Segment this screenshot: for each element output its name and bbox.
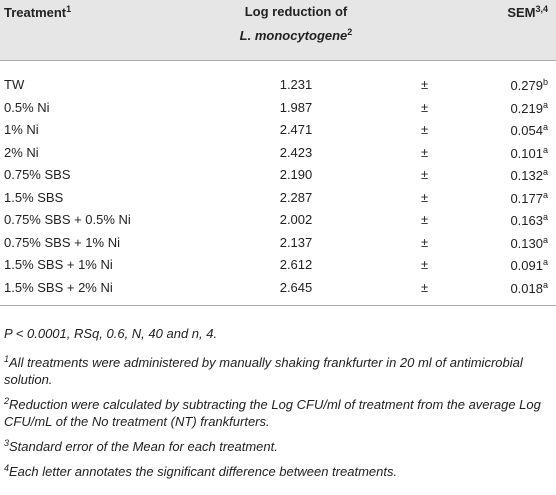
footnote-text: Standard error of the Mean for each trea… xyxy=(9,439,278,454)
table-rule xyxy=(0,305,556,306)
treatment-cell: 1.5% SBS + 2% Ni xyxy=(4,279,113,295)
log-reduction-cell: 2.471 xyxy=(279,122,313,137)
sem-cell: 0.279b xyxy=(510,77,548,93)
footnote: P < 0.0001, RSq, 0.6, N, 40 and n, 4. xyxy=(4,325,552,342)
sem-value: 0.219 xyxy=(510,100,543,116)
footnotes: P < 0.0001, RSq, 0.6, N, 40 and n, 4. 1Al… xyxy=(4,325,552,485)
log-reduction-cell: 2.423 xyxy=(279,144,313,160)
sem-value: 0.279 xyxy=(510,78,543,93)
sem-value: 0.091 xyxy=(510,258,543,273)
significance-letter: a xyxy=(542,234,548,245)
footnote-marker: 2 xyxy=(4,396,10,406)
sem-cell: 0.132a xyxy=(510,167,548,183)
sem-cell: 0.219a xyxy=(510,100,548,116)
log-reduction-cell: 2.645 xyxy=(279,279,313,295)
significance-letter: a xyxy=(542,167,548,177)
plus-minus: ± xyxy=(421,234,429,250)
footnote-text: Reduction were calculated by subtracting… xyxy=(4,397,541,429)
footnote-marker: 1 xyxy=(66,4,72,14)
significance-letter: a xyxy=(542,189,548,200)
significance-letter: a xyxy=(542,279,548,290)
header-text: L. monocytogene xyxy=(239,28,348,43)
treatment-cell: 0.75% SBS xyxy=(4,167,71,182)
sem-value: 0.018 xyxy=(510,280,543,296)
footnote: 3Standard error of the Mean for each tre… xyxy=(4,435,552,455)
plus-minus: ± xyxy=(421,122,429,137)
header-cell: Treatment1 xyxy=(4,4,71,20)
sem-cell: 0.130a xyxy=(510,235,548,251)
sem-value: 0.163 xyxy=(510,213,543,228)
significance-letter: b xyxy=(542,77,548,87)
log-reduction-cell: 1.231 xyxy=(279,77,313,92)
sem-cell: 0.101a xyxy=(510,145,548,161)
significance-letter: a xyxy=(542,144,548,155)
sem-value: 0.130 xyxy=(510,235,543,251)
log-reduction-cell: 2.612 xyxy=(279,257,313,272)
log-reduction-cell: 2.002 xyxy=(279,212,313,227)
header-text: SEM xyxy=(507,5,536,20)
sem-cell: 0.163a xyxy=(510,212,548,228)
footnote-marker: 2 xyxy=(347,27,353,37)
plus-minus: ± xyxy=(421,279,429,295)
treatment-cell: 1.5% SBS xyxy=(4,189,64,205)
header-text: Treatment xyxy=(4,5,67,20)
sem-cell: 0.054a xyxy=(510,122,548,138)
plus-minus: ± xyxy=(421,167,429,182)
footnote-marker: 3,4 xyxy=(535,4,548,14)
sem-value: 0.101 xyxy=(510,145,543,161)
log-reduction-cell: 1.987 xyxy=(279,99,313,115)
plus-minus: ± xyxy=(421,212,429,227)
sem-cell: 0.091a xyxy=(510,257,548,273)
treatment-cell: 0.5% Ni xyxy=(4,99,50,115)
footnote: 2Reduction were calculated by subtractin… xyxy=(4,393,552,430)
log-reduction-cell: 2.137 xyxy=(279,234,313,250)
footnote-marker: 3 xyxy=(4,438,10,448)
footnote-marker: 4 xyxy=(4,463,10,473)
table-header: Treatment1 Log reduction of L. monocytog… xyxy=(0,0,556,61)
footnote-marker: 1 xyxy=(4,354,10,364)
treatment-cell: 0.75% SBS + 1% Ni xyxy=(4,234,120,250)
footnote-text: P < 0.0001, RSq, 0.6, N, 40 and n, 4. xyxy=(4,326,218,341)
footnote-text: Each letter annotates the significant di… xyxy=(9,464,398,479)
header-cell: SEM3,4 xyxy=(507,4,548,20)
log-reduction-cell: 2.287 xyxy=(279,189,313,205)
treatment-cell: 2% Ni xyxy=(4,144,39,160)
header-text: Log reduction of xyxy=(244,4,348,19)
log-reduction-cell: 2.190 xyxy=(279,167,313,182)
sem-cell: 0.018a xyxy=(510,280,548,296)
sem-value: 0.132 xyxy=(510,168,543,183)
sem-cell: 0.177a xyxy=(510,190,548,206)
significance-letter: a xyxy=(542,122,548,132)
plus-minus: ± xyxy=(421,189,429,205)
treatment-cell: TW xyxy=(4,77,25,92)
treatment-cell: 0.75% SBS + 0.5% Ni xyxy=(4,212,131,227)
significance-letter: a xyxy=(542,257,548,267)
footnote: 1All treatments were administered by man… xyxy=(4,351,552,388)
plus-minus: ± xyxy=(421,144,429,160)
significance-letter: a xyxy=(542,212,548,222)
plus-minus: ± xyxy=(421,77,429,92)
treatment-cell: 1% Ni xyxy=(4,122,39,137)
treatment-cell: 1.5% SBS + 1% Ni xyxy=(4,257,113,272)
sem-value: 0.177 xyxy=(510,190,543,206)
footnote-text: All treatments were administered by manu… xyxy=(4,355,523,387)
header-cell: L. monocytogene2 xyxy=(196,27,396,43)
plus-minus: ± xyxy=(421,257,429,272)
significance-letter: a xyxy=(542,99,548,110)
footnote: 4Each letter annotates the significant d… xyxy=(4,460,552,480)
plus-minus: ± xyxy=(421,99,429,115)
sem-value: 0.054 xyxy=(510,123,543,138)
